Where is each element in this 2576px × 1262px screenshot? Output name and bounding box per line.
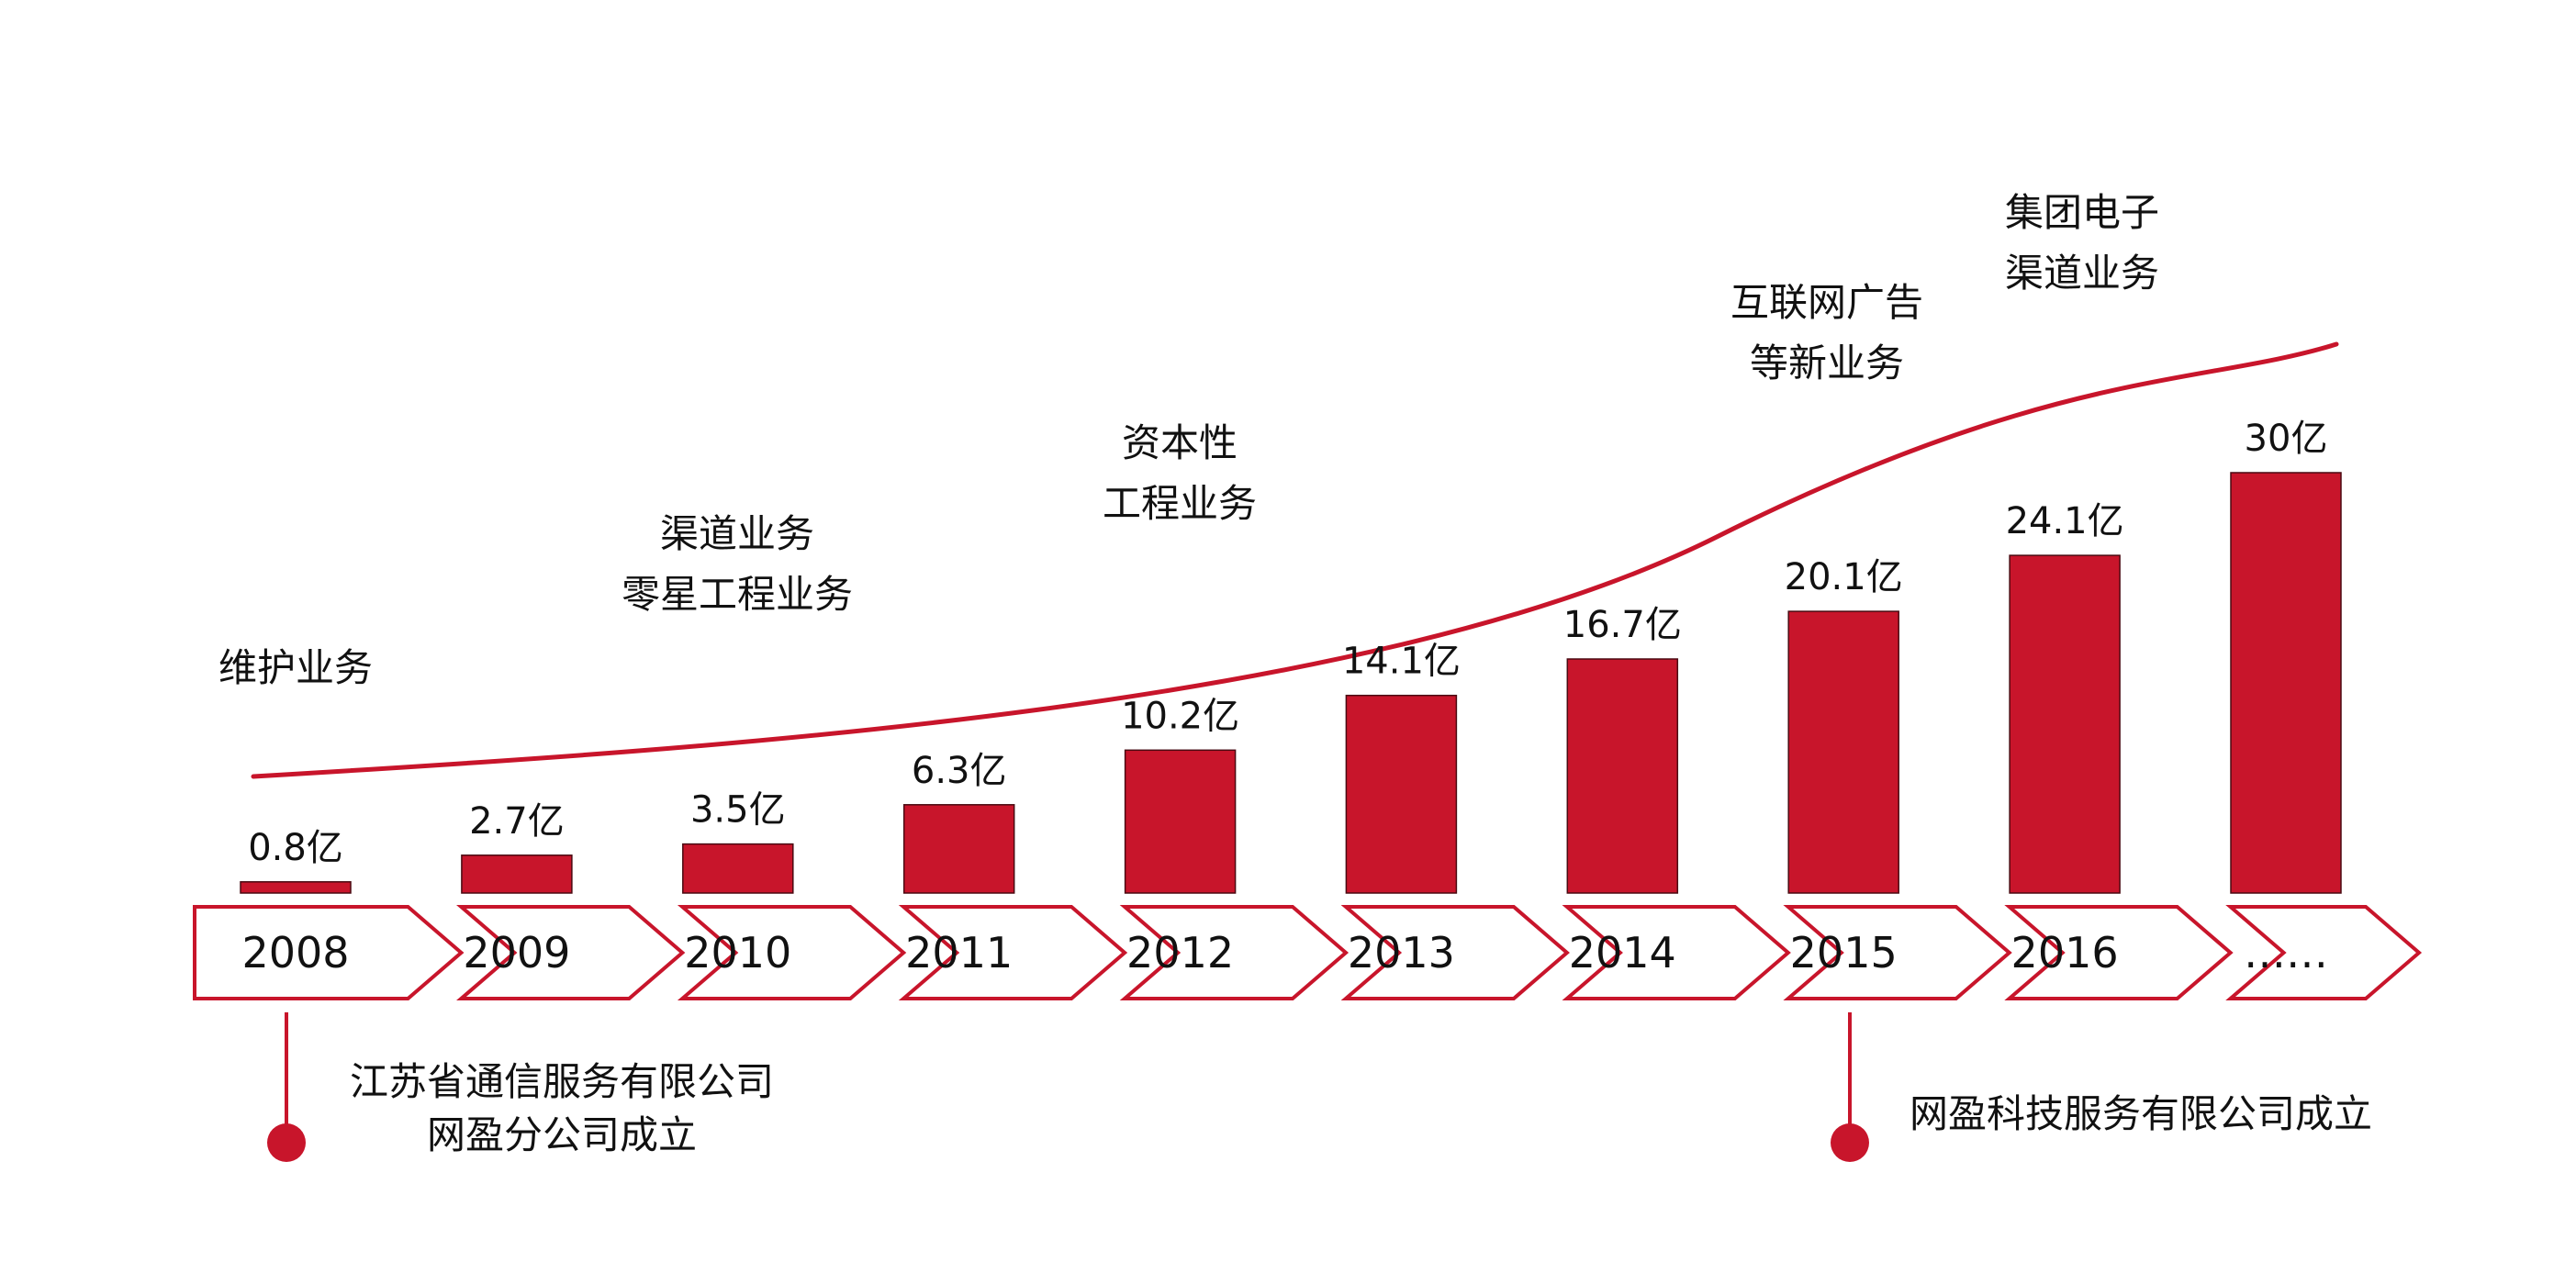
- bar-2015: [1787, 610, 1899, 894]
- milestone-text: 网盈科技服务有限公司成立: [1910, 1091, 2372, 1136]
- value-label: 6.3亿: [912, 750, 1007, 792]
- year-label: 2008: [241, 928, 349, 977]
- business-annotation-line: 渠道业务: [2005, 251, 2159, 296]
- value-label: 20.1亿: [1785, 556, 1903, 598]
- year-label: 2012: [1126, 928, 1234, 977]
- year-label: 2014: [1569, 928, 1676, 977]
- timeline-chevron-2015: [1783, 905, 2012, 1000]
- business-annotation-line: 渠道业务: [660, 511, 814, 556]
- business-annotation-line: 资本性: [1122, 420, 1238, 465]
- business-annotation-line: 零星工程业务: [622, 572, 853, 617]
- bar-2010: [682, 843, 794, 894]
- bar-2012: [1124, 749, 1237, 894]
- milestone-dot: [1831, 1123, 1869, 1162]
- value-label: 16.7亿: [1563, 604, 1682, 646]
- year-label: 2015: [1790, 928, 1898, 977]
- value-label: 24.1亿: [2006, 500, 2124, 542]
- year-label: 2009: [463, 928, 570, 977]
- timeline-arrow-band: 2008 2009 2010 2011 2012 2013 2014 2015 2016 ……: [193, 905, 2423, 1000]
- value-label: 2.7亿: [469, 800, 565, 843]
- value-label: 0.8亿: [248, 827, 343, 869]
- value-label: 30亿: [2245, 418, 2328, 460]
- timeline-chevron-……: [2225, 905, 2423, 1000]
- year-label: 2013: [1348, 928, 1455, 977]
- bar-2009: [461, 854, 573, 894]
- bar-2014: [1566, 658, 1679, 894]
- year-label: 2011: [905, 928, 1013, 977]
- milestone-dot: [267, 1123, 306, 1162]
- business-annotation-2008: 维护业务: [218, 645, 373, 690]
- timeline-chevron-2010: [677, 905, 907, 1000]
- timeline-chevron-2014: [1562, 905, 1791, 1000]
- milestone-2015: 网盈科技服务有限公司成立: [1831, 1012, 2372, 1162]
- business-annotation-line: 工程业务: [1103, 481, 1257, 526]
- milestone-text: 江苏省通信服务有限公司: [350, 1059, 774, 1104]
- bar-2011: [902, 804, 1015, 894]
- business-annotation-line: 维护业务: [218, 645, 373, 690]
- trend-curve: [251, 341, 2339, 779]
- milestone-text: 网盈分公司成立: [427, 1112, 697, 1157]
- year-label: 2016: [2011, 928, 2119, 977]
- value-labels-layer: 0.8亿 2.7亿 3.5亿 6.3亿 10.2亿 14.1亿 16.7亿 20.1亿 24.1…: [248, 418, 2327, 869]
- bar-……: [2230, 472, 2342, 894]
- year-label: ……: [2244, 928, 2328, 977]
- business-annotation-line: 互联网广告: [1730, 280, 1923, 325]
- bars-layer: [240, 472, 2342, 894]
- value-label: 3.5亿: [690, 789, 786, 832]
- timeline-chevron-2011: [898, 905, 1128, 1000]
- business-annotation-line: 等新业务: [1750, 341, 1904, 385]
- trend-layer: [251, 341, 2339, 779]
- value-label: 14.1亿: [1342, 641, 1461, 683]
- value-label: 10.2亿: [1121, 695, 1239, 737]
- bar-2016: [2009, 554, 2121, 894]
- bar-2013: [1345, 694, 1458, 894]
- timeline-chevron-2012: [1119, 905, 1350, 1000]
- business-annotation-line: 集团电子: [2005, 190, 2159, 235]
- timeline-chevron-2013: [1340, 905, 1570, 1000]
- bar-2008: [240, 881, 352, 894]
- timeline-chevron-2009: [456, 905, 686, 1000]
- timeline-chevron-2016: [2004, 905, 2234, 1000]
- year-label: 2010: [684, 928, 791, 977]
- timeline-chevron-2008: [193, 905, 465, 1000]
